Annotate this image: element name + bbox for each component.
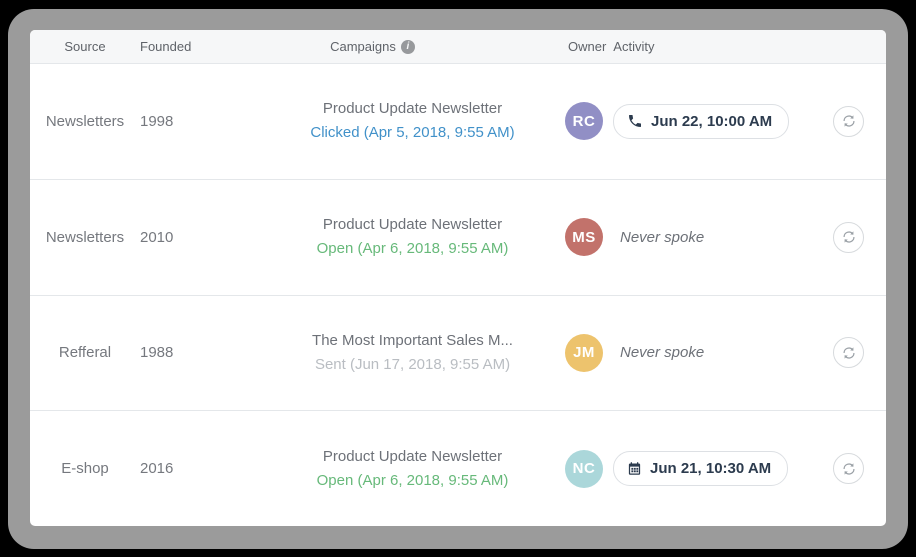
sync-button[interactable] (833, 105, 864, 137)
avatar[interactable]: MS (565, 218, 603, 257)
table-row: Newsletters 2010 Product Update Newslett… (30, 178, 886, 295)
column-header-activity[interactable]: Activity (613, 39, 655, 54)
campaign-cell: Product Update Newsletter Open (Apr 6, 2… (260, 445, 565, 493)
table-header: Source Founded Campaigns i Owner Activit… (30, 30, 886, 64)
campaign-status: Open (Apr 6, 2018, 9:55 AM) (316, 471, 509, 489)
campaign-status: Open (Apr 6, 2018, 9:55 AM) (316, 240, 509, 258)
campaign-title: Product Update Newsletter (322, 100, 503, 118)
scheduled-activity-pill[interactable]: Jun 22, 10:00 AM (613, 103, 790, 139)
sync-icon (841, 345, 857, 361)
campaign-cell: Product Update Newsletter Open (Apr 6, 2… (260, 213, 565, 261)
scheduled-activity-pill[interactable]: Jun 21, 10:30 AM (613, 451, 789, 487)
owner-cell: MS (565, 218, 613, 257)
source-cell: Newsletters (45, 112, 125, 130)
sync-icon (841, 113, 857, 129)
campaign-status: Sent (Jun 17, 2018, 9:55 AM) (314, 355, 511, 373)
avatar[interactable]: JM (565, 333, 603, 372)
avatar[interactable]: NC (565, 449, 603, 488)
owner-cell: JM (565, 333, 613, 372)
campaign-status: Clicked (Apr 5, 2018, 9:55 AM) (310, 124, 515, 142)
activity-cell: Never spoke (613, 344, 833, 361)
campaign-cell: Product Update Newsletter Clicked (Apr 5… (260, 97, 565, 145)
source-cell: Refferal (58, 344, 112, 362)
source-cell: E-shop (61, 460, 109, 478)
column-header-campaigns-label: Campaigns (330, 39, 396, 54)
column-header-owner[interactable]: Owner (568, 39, 607, 54)
founded-cell: 1998 (140, 112, 174, 130)
table-row: Refferal 1988 The Most Important Sales M… (30, 294, 886, 411)
sync-button[interactable] (833, 453, 864, 485)
table-row: Newsletters 1998 Product Update Newslett… (30, 64, 886, 179)
never-spoke-label: Never spoke (620, 344, 705, 362)
column-header-group: Owner Activity (565, 39, 833, 54)
campaign-title: Product Update Newsletter (322, 216, 503, 234)
campaign-title: The Most Important Sales M... (312, 331, 513, 349)
avatar[interactable]: RC (565, 102, 603, 141)
column-header-source[interactable]: Source (64, 39, 106, 54)
campaign-title: Product Update Newsletter (322, 447, 503, 465)
sync-button[interactable] (833, 337, 864, 369)
table-body: Newsletters 1998 Product Update Newslett… (30, 64, 886, 526)
campaign-cell: The Most Important Sales M... Sent (Jun … (260, 329, 565, 377)
column-header-founded[interactable]: Founded (140, 39, 192, 54)
activity-label: Jun 22, 10:00 AM (651, 112, 773, 130)
activity-cell: Jun 21, 10:30 AM (613, 451, 833, 487)
owner-cell: RC (565, 102, 613, 141)
sync-icon (841, 461, 857, 477)
contacts-table-card: Source Founded Campaigns i Owner Activit… (30, 30, 886, 526)
owner-cell: NC (565, 449, 613, 488)
column-header-campaigns[interactable]: Campaigns i (260, 39, 565, 54)
phone-icon (627, 113, 643, 129)
founded-cell: 1988 (140, 344, 174, 362)
founded-cell: 2016 (140, 460, 174, 478)
calendar-icon (627, 461, 642, 476)
activity-label: Jun 21, 10:30 AM (650, 460, 772, 478)
sync-button[interactable] (833, 221, 864, 253)
table-row: E-shop 2016 Product Update Newsletter Op… (30, 410, 886, 526)
source-cell: Newsletters (45, 228, 125, 246)
info-icon[interactable]: i (400, 39, 415, 54)
activity-cell: Never spoke (613, 229, 833, 246)
founded-cell: 2010 (140, 228, 174, 246)
sync-icon (841, 229, 857, 245)
never-spoke-label: Never spoke (620, 228, 705, 246)
activity-cell: Jun 22, 10:00 AM (613, 103, 833, 139)
